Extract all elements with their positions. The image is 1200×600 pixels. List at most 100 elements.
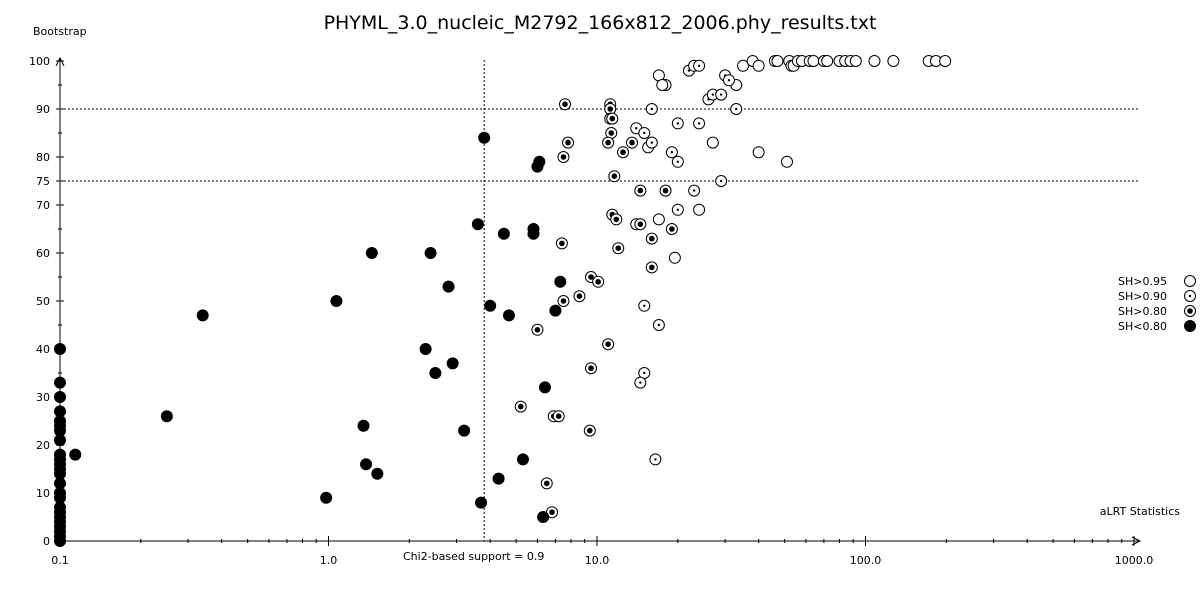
series-sh80	[514, 98, 678, 519]
data-point	[807, 55, 820, 67]
y-tick-label: 30	[36, 391, 50, 404]
data-point	[558, 98, 571, 111]
data-point	[606, 112, 619, 125]
data-point	[549, 304, 562, 317]
marker-shape	[371, 467, 384, 480]
data-point	[554, 275, 567, 288]
data-point	[546, 506, 559, 519]
data-point	[196, 309, 209, 322]
marker-dot	[555, 413, 562, 420]
marker-shape	[196, 309, 209, 322]
data-point	[537, 511, 550, 523]
marker-dot	[1187, 308, 1193, 314]
plot-area: 0.1 1.0 10.0 100.0 1000.0 0 10 20 30 40 50 60 70 75 80…	[29, 55, 1196, 567]
marker-dot	[727, 79, 731, 82]
marker-shape	[1184, 320, 1196, 332]
data-point	[602, 338, 615, 351]
marker-shape	[668, 251, 681, 264]
y-axis-label: Bootstrap	[33, 25, 87, 38]
marker-shape	[484, 299, 497, 312]
marker-shape	[752, 146, 765, 159]
marker-shape	[69, 448, 82, 461]
marker-shape	[537, 511, 550, 523]
legend: SH>0.95 SH>0.90 SH>0.80 SH<0.80	[1118, 275, 1196, 333]
data-point	[429, 367, 442, 379]
marker-dot	[669, 226, 675, 232]
marker-dot	[670, 151, 674, 154]
data-point	[645, 232, 658, 245]
marker-shape	[471, 218, 484, 231]
data-point	[442, 280, 455, 293]
marker-dot	[650, 107, 654, 111]
marker-dot	[654, 458, 657, 461]
data-point	[752, 146, 765, 159]
marker-shape	[939, 55, 952, 67]
data-point	[649, 453, 662, 466]
marker-shape	[478, 131, 491, 144]
data-point	[538, 381, 551, 394]
marker-dot	[608, 130, 615, 136]
data-point	[458, 424, 471, 437]
data-point	[659, 184, 672, 197]
marker-shape	[497, 227, 510, 240]
data-point	[634, 184, 647, 197]
marker-shape	[320, 491, 333, 504]
data-point	[671, 117, 684, 130]
marker-dot	[605, 139, 611, 146]
chi2-support-label: Chi2-based support = 0.9	[403, 550, 544, 563]
data-point	[424, 247, 437, 259]
data-point	[665, 223, 678, 235]
marker-shape	[360, 458, 373, 471]
x-tick-label: 10.0	[585, 554, 610, 567]
data-point	[671, 155, 684, 168]
data-point	[693, 117, 706, 130]
y-tick-label: 60	[36, 247, 50, 260]
x-axis-arrow	[1131, 536, 1142, 546]
y-tick-label: 75	[36, 175, 50, 188]
marker-shape	[533, 155, 546, 168]
marker-dot	[711, 93, 715, 96]
series-sh90	[630, 59, 743, 466]
data-point	[671, 203, 684, 216]
data-point	[612, 242, 625, 255]
data-point	[608, 170, 621, 183]
marker-shape	[54, 434, 66, 447]
data-point	[475, 496, 488, 509]
data-point	[371, 467, 384, 480]
marker-dot	[719, 179, 723, 183]
y-tick-label: 100	[29, 55, 50, 68]
data-point	[693, 203, 706, 216]
x-tick-label: 0.1	[51, 554, 69, 567]
marker-dot	[605, 341, 611, 348]
data-point	[638, 127, 651, 139]
data-point	[693, 59, 706, 72]
marker-dot	[595, 279, 601, 285]
marker-dot	[676, 160, 680, 163]
legend-marker	[1184, 305, 1196, 317]
data-point	[557, 295, 570, 307]
marker-dot	[650, 141, 654, 144]
marker-shape	[693, 203, 706, 216]
data-point	[419, 343, 432, 355]
marker-shape	[492, 472, 505, 485]
data-point	[617, 146, 630, 159]
data-point	[585, 362, 598, 375]
marker-shape	[652, 213, 665, 226]
y-tick-label: 90	[36, 103, 50, 116]
marker-dot	[637, 221, 644, 227]
y-axis-arrow	[55, 56, 65, 67]
data-point	[533, 155, 546, 168]
data-point	[592, 275, 605, 288]
series-sh95	[630, 55, 952, 264]
marker-shape	[458, 424, 471, 437]
x-axis-label: aLRT Statistics	[1100, 505, 1180, 518]
marker-shape	[419, 343, 432, 355]
marker-shape	[54, 391, 66, 403]
data-point	[602, 136, 615, 149]
marker-dot	[629, 139, 635, 146]
marker-dot	[517, 403, 524, 410]
legend-label: SH>0.90	[1118, 290, 1167, 303]
data-point	[478, 131, 491, 144]
y-tick-label: 20	[36, 439, 50, 452]
data-point	[887, 55, 900, 67]
